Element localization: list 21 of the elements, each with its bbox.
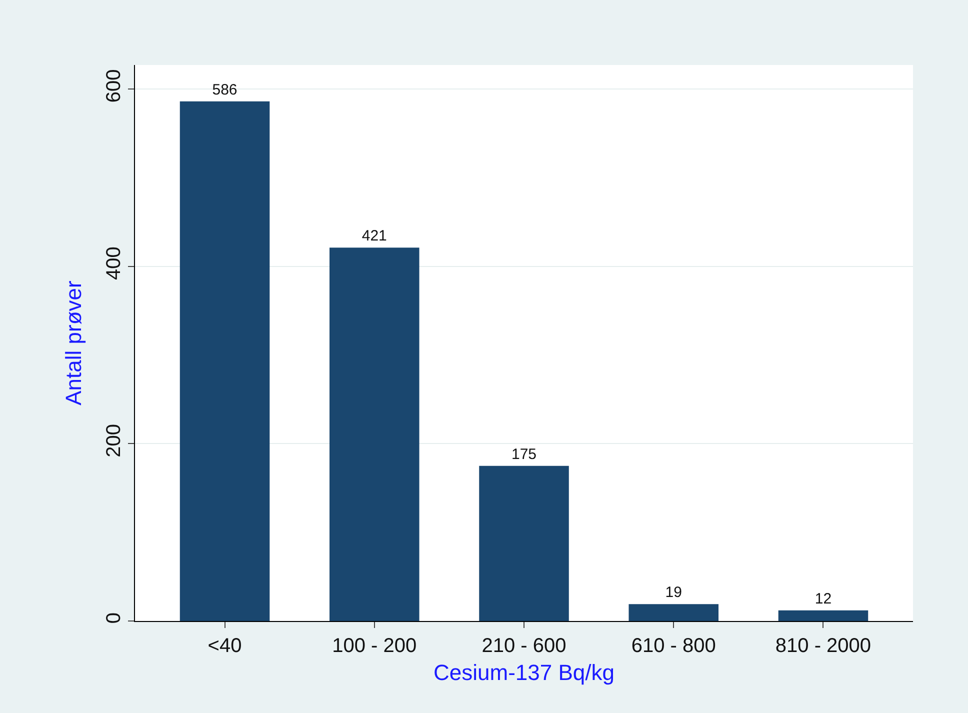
bar xyxy=(778,610,868,621)
data-label: 586 xyxy=(212,81,238,98)
x-tick-label: 810 - 2000 xyxy=(775,635,872,657)
x-tick-label: <40 xyxy=(208,635,242,657)
y-axis-title: Antall prøver xyxy=(60,280,86,406)
y-tick-label: 600 xyxy=(103,69,125,103)
x-tick-label: 100 - 200 xyxy=(332,635,417,657)
y-tick-label: 400 xyxy=(103,246,125,280)
data-label: 19 xyxy=(665,584,682,602)
bar xyxy=(479,466,569,621)
y-tick-label: 0 xyxy=(103,612,125,624)
data-label: 421 xyxy=(362,228,387,245)
y-tick-label: 200 xyxy=(103,424,125,458)
data-label: 12 xyxy=(814,590,832,608)
x-tick-label: 610 - 800 xyxy=(631,635,716,657)
bar xyxy=(628,604,718,621)
bar xyxy=(330,248,420,621)
x-axis-title: Cesium-137 Bq/kg xyxy=(434,660,614,685)
x-tick-label: 210 - 600 xyxy=(482,635,566,657)
bar xyxy=(180,101,270,621)
data-label: 175 xyxy=(511,446,537,463)
